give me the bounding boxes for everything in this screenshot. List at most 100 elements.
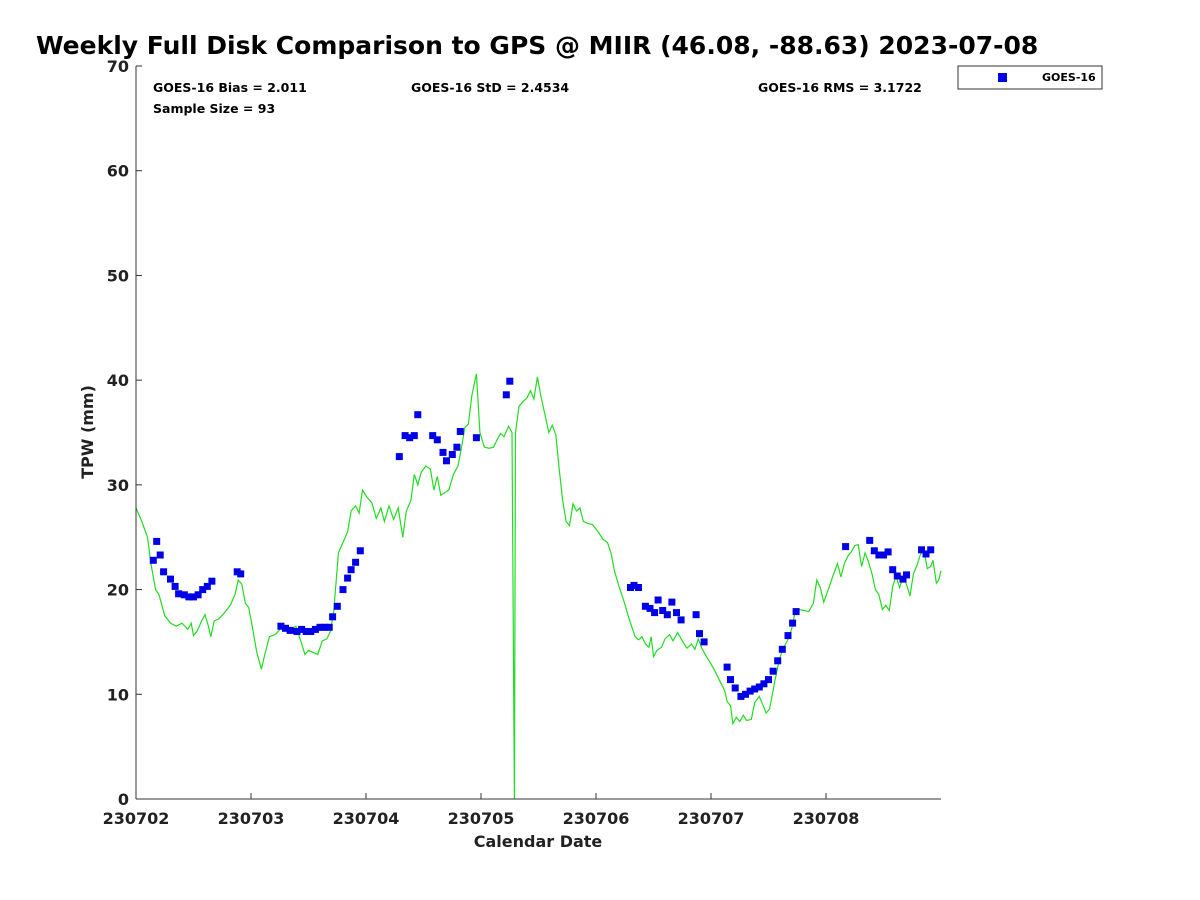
goes16-point	[727, 676, 734, 684]
goes16-point	[700, 638, 708, 646]
goes16-point	[160, 568, 168, 576]
goes16-point	[737, 692, 745, 700]
goes16-point	[922, 550, 930, 558]
y-tick-label: 10	[107, 685, 129, 704]
goes16-point	[433, 436, 441, 444]
x-tick-label: 230708	[793, 809, 860, 828]
y-tick-label: 60	[107, 162, 129, 181]
tick-layer: 0 10 20 30 40 50 60 70 230702 230703 230704 230705 2…	[103, 57, 860, 828]
goes16-point	[298, 625, 306, 633]
rms-annotation: GOES-16 RMS = 3.1722	[758, 80, 922, 95]
goes16-point	[502, 391, 510, 399]
goes16-point	[842, 543, 850, 551]
goes16-point	[784, 632, 792, 640]
goes16-point	[673, 609, 680, 617]
goes16-point	[282, 624, 289, 632]
goes16-point	[443, 457, 450, 465]
bias-annotation: GOES-16 Bias = 2.011	[153, 80, 307, 95]
goes16-point	[742, 690, 749, 698]
goes16-point	[884, 548, 892, 556]
x-tick-label: 230707	[678, 809, 745, 828]
goes16-point	[325, 623, 333, 631]
goes16-point	[410, 432, 418, 440]
x-tick-label: 230705	[448, 809, 515, 828]
goes16-point	[406, 434, 414, 442]
goes16-point	[180, 591, 188, 599]
goes16-point	[339, 586, 347, 594]
goes16-point	[439, 448, 447, 456]
goes16-point	[630, 581, 638, 589]
chart-title: Weekly Full Disk Comparison to GPS @ MII…	[36, 31, 1038, 60]
goes16-point	[760, 680, 768, 688]
goes16-point	[472, 434, 480, 442]
goes16-point	[659, 607, 667, 614]
goes16-point	[875, 551, 883, 559]
goes16-point	[190, 593, 197, 601]
goes16-point	[903, 571, 910, 579]
x-tick-label: 230703	[218, 809, 285, 828]
y-tick-label: 0	[118, 790, 129, 809]
goes16-point	[352, 558, 360, 566]
goes16-point	[356, 547, 364, 555]
legend-goes16-marker	[998, 73, 1007, 82]
goes16-point	[870, 547, 878, 555]
goes16-point	[646, 604, 654, 612]
goes16-point	[344, 574, 352, 582]
goes16-point	[663, 611, 671, 619]
goes16-point	[185, 593, 193, 601]
y-tick-label: 50	[107, 266, 129, 285]
goes16-point	[506, 377, 514, 385]
x-tick-label: 230704	[333, 809, 400, 828]
goes16-point	[731, 684, 739, 692]
goes16-point	[429, 432, 437, 440]
goes16-point	[293, 628, 301, 635]
goes16-point	[918, 546, 925, 554]
goes16-point	[755, 683, 763, 691]
goes16-point	[899, 575, 907, 583]
sample-size-annotation: Sample Size = 93	[153, 101, 275, 116]
goes16-point	[677, 616, 685, 624]
goes16-point	[237, 570, 245, 578]
goes16-point	[866, 536, 874, 544]
goes16-point	[153, 537, 161, 545]
goes16-point	[277, 622, 285, 630]
goes16-point	[316, 623, 324, 631]
legend: GOES-16	[957, 65, 1103, 90]
goes16-point	[641, 602, 649, 610]
goes16-point	[696, 630, 703, 638]
goes16-point	[456, 428, 464, 435]
goes16-point	[789, 619, 797, 627]
goes16-point	[448, 451, 456, 458]
x-axis-label: Calendar Date	[474, 832, 603, 851]
std-annotation: GOES-16 StD = 2.4534	[411, 80, 569, 95]
goes16-point	[333, 602, 341, 610]
goes16-point	[778, 645, 786, 653]
goes16-point	[746, 687, 754, 695]
goes16-point	[167, 575, 174, 583]
legend-box	[957, 65, 1103, 90]
goes16-point	[286, 626, 294, 634]
goes16-point	[668, 598, 676, 606]
goes16-point	[194, 591, 202, 599]
goes16-point	[208, 577, 216, 585]
goes16-point	[880, 551, 887, 559]
y-axis-label: TPW (mm)	[78, 385, 97, 479]
goes16-point	[765, 676, 772, 684]
goes16-point	[893, 572, 901, 580]
goes16-point	[692, 611, 700, 619]
goes16-point	[302, 628, 310, 635]
goes16-point	[395, 453, 403, 461]
goes16-point	[774, 657, 782, 665]
y-tick-label: 40	[107, 371, 129, 390]
goes16-point	[927, 546, 935, 554]
goes16-point	[792, 608, 800, 616]
goes16-point	[156, 551, 164, 559]
legend-goes16-label: GOES-16	[1042, 71, 1096, 84]
goes16-point	[199, 586, 207, 594]
goes16-point	[321, 623, 329, 631]
goes16-point	[203, 582, 211, 590]
goes16-point	[654, 596, 662, 604]
plot-layer	[135, 373, 942, 800]
goes16-point	[414, 411, 422, 419]
goes16-point	[149, 556, 157, 564]
